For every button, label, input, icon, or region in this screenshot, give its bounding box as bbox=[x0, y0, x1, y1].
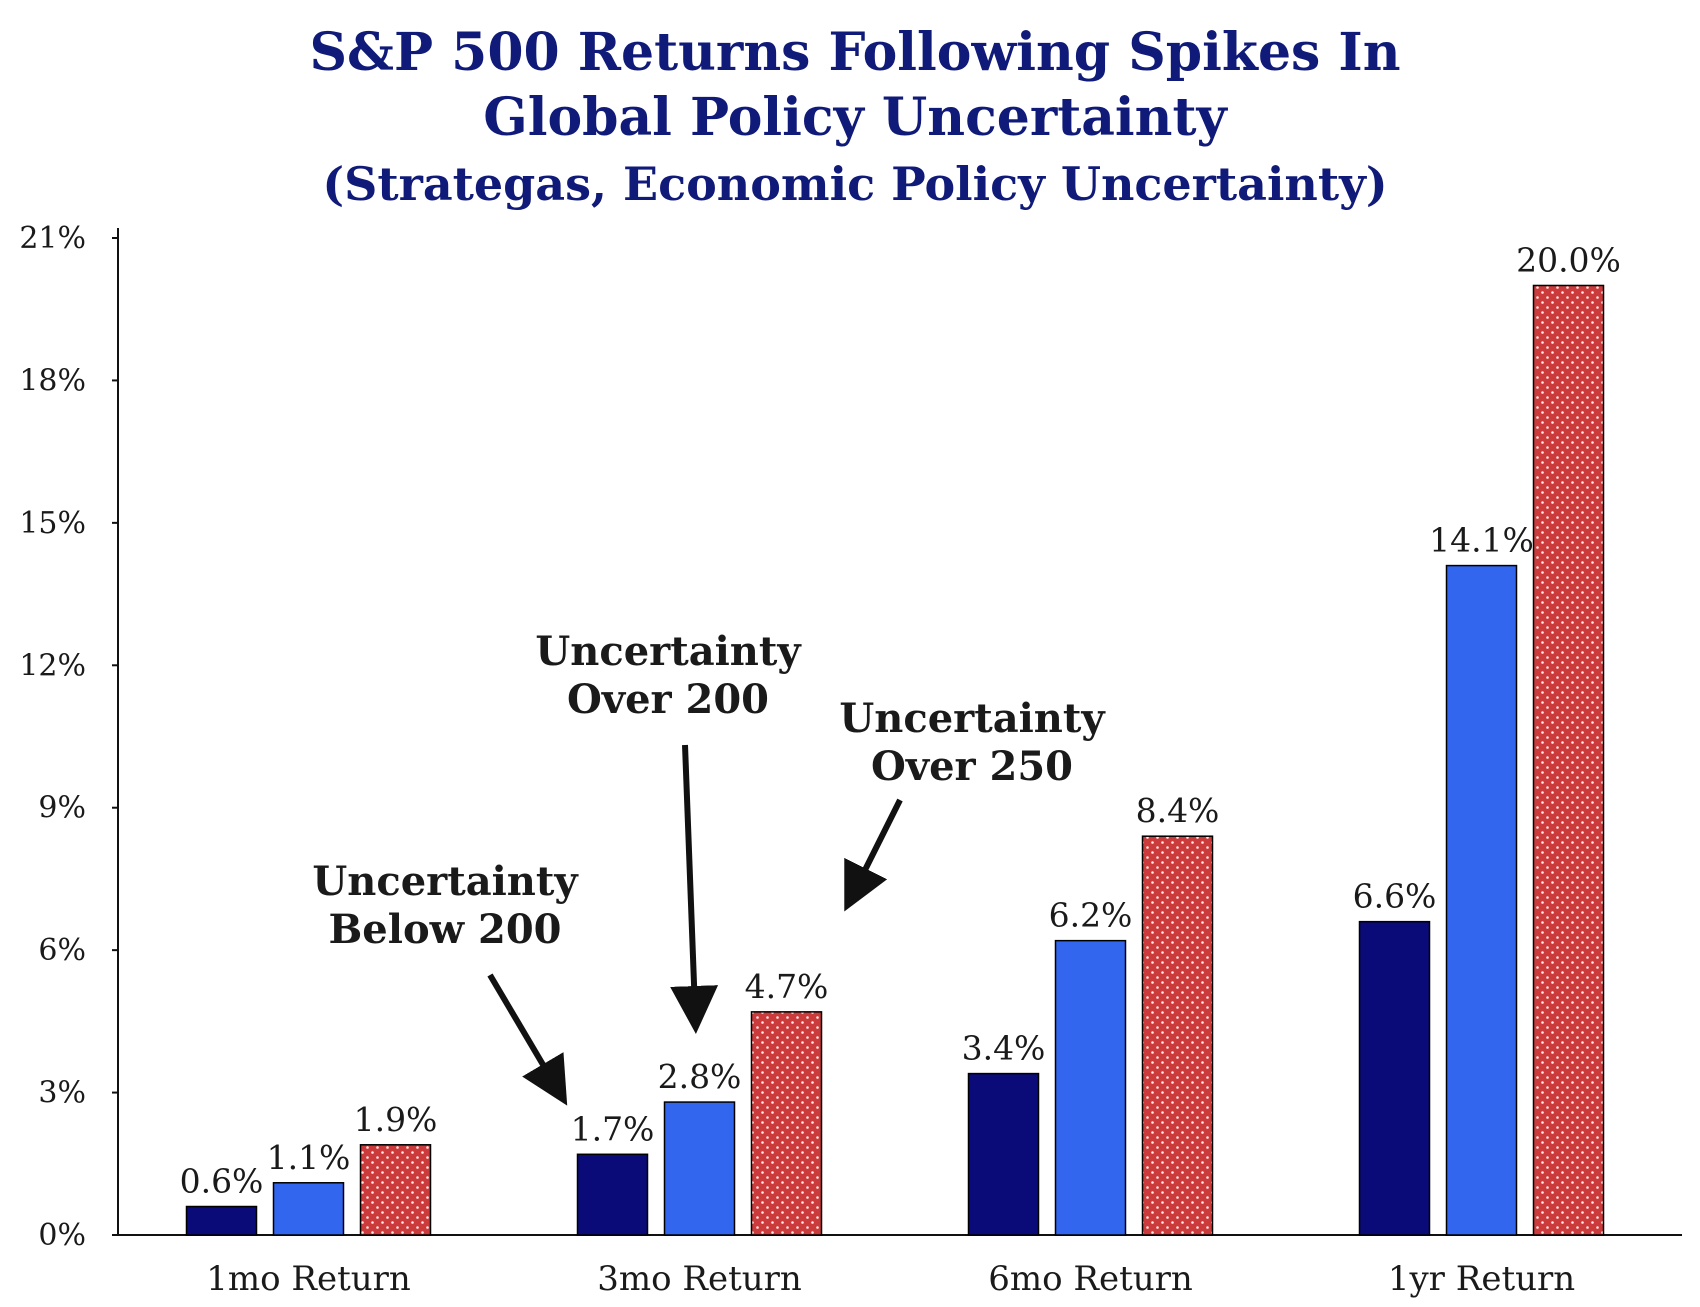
bar bbox=[1532, 284, 1605, 1236]
bar bbox=[967, 1072, 1040, 1236]
bar bbox=[576, 1153, 649, 1236]
y-tick-label: 0% bbox=[38, 1218, 86, 1253]
data-label: 8.4% bbox=[1136, 791, 1220, 830]
bar bbox=[359, 1144, 432, 1236]
x-tick-label: 6mo Return bbox=[988, 1259, 1193, 1299]
chart-title-line-2: Global Policy Uncertainty bbox=[483, 87, 1228, 148]
data-label: 4.7% bbox=[745, 967, 829, 1006]
bar bbox=[185, 1205, 258, 1236]
bar bbox=[1445, 564, 1518, 1236]
annotation-line-2: Below 200 bbox=[329, 906, 562, 953]
annotation-arrow bbox=[670, 744, 719, 1034]
bar bbox=[750, 1011, 823, 1236]
y-tick-label: 18% bbox=[19, 363, 86, 398]
x-tick-label: 1yr Return bbox=[1388, 1259, 1575, 1299]
data-label: 14.1% bbox=[1429, 521, 1534, 560]
annotation-line-1: Uncertainty bbox=[312, 858, 579, 905]
data-label: 1.1% bbox=[267, 1138, 351, 1177]
y-tick-label: 21% bbox=[19, 221, 86, 256]
bar bbox=[663, 1101, 736, 1236]
annotation-line-2: Over 200 bbox=[567, 676, 769, 723]
x-tick-label: 1mo Return bbox=[206, 1259, 411, 1299]
y-tick-label: 15% bbox=[19, 506, 86, 541]
bar bbox=[1054, 939, 1127, 1236]
annotation-arrow bbox=[487, 973, 568, 1106]
y-tick-label: 9% bbox=[38, 791, 86, 826]
data-label: 3.4% bbox=[962, 1029, 1046, 1068]
annotation-line-1: Uncertainty bbox=[535, 628, 802, 675]
data-label: 1.9% bbox=[354, 1100, 438, 1139]
data-label: 6.6% bbox=[1353, 877, 1437, 916]
data-label: 2.8% bbox=[658, 1057, 742, 1096]
annotation-arrow bbox=[844, 798, 903, 912]
y-tick-label: 3% bbox=[38, 1076, 86, 1111]
bars bbox=[185, 284, 1605, 1236]
y-tick-label: 6% bbox=[38, 933, 86, 968]
chart-title-line-1: S&P 500 Returns Following Spikes In bbox=[309, 22, 1400, 83]
bar bbox=[1141, 835, 1214, 1236]
data-label: 1.7% bbox=[571, 1109, 655, 1148]
y-tick-label: 12% bbox=[19, 648, 86, 683]
data-label: 6.2% bbox=[1049, 896, 1133, 935]
data-label: 0.6% bbox=[180, 1162, 264, 1201]
data-label: 20.0% bbox=[1516, 240, 1621, 279]
bar bbox=[272, 1182, 345, 1236]
bar bbox=[1358, 920, 1431, 1236]
data-labels: 0.6%1.1%1.9% 1.7%2.8% 4.7% 3.4% 6.2% 8.4% 6.6%… bbox=[180, 240, 1621, 1200]
axes: 0% 3% 6% 9% 12% 15% 18% 21% 1mo Return 3mo Return… bbox=[19, 221, 1682, 1299]
annotation-line-2: Over 250 bbox=[871, 743, 1073, 790]
x-tick-label: 3mo Return bbox=[597, 1259, 802, 1299]
annotation-line-1: Uncertainty bbox=[839, 695, 1106, 742]
chart-subtitle: (Strategas, Economic Policy Uncertainty) bbox=[322, 157, 1387, 211]
